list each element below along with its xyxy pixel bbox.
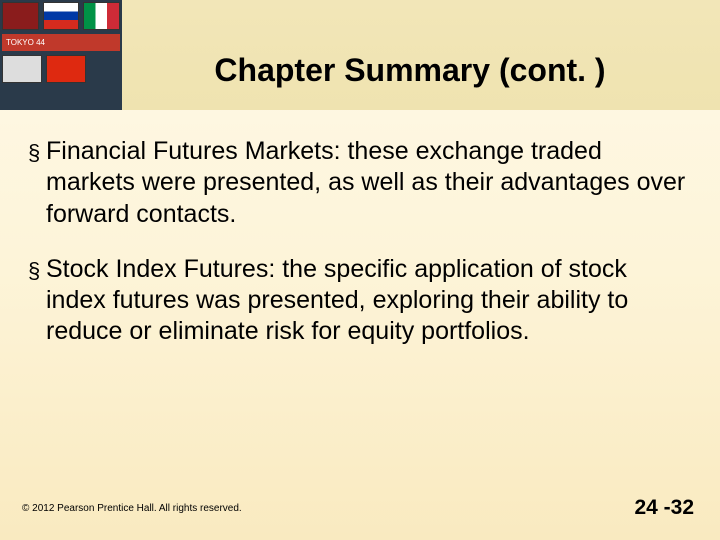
- page-number: 24 -32: [634, 496, 694, 520]
- header-band: TOKYO 44 Chapter Summary (cont. ): [0, 0, 720, 110]
- flag-icon: [83, 2, 120, 30]
- bullet-item: § Financial Futures Markets: these excha…: [28, 136, 692, 230]
- bullet-marker-icon: §: [28, 136, 42, 230]
- flag-icon: [46, 55, 86, 83]
- slide-title: Chapter Summary (cont. ): [130, 52, 690, 89]
- slide-container: TOKYO 44 Chapter Summary (cont. ) § Fina…: [0, 0, 720, 540]
- bullet-text: Stock Index Futures: the specific applic…: [42, 254, 692, 348]
- bullet-marker-icon: §: [28, 254, 42, 348]
- bullet-text: Financial Futures Markets: these exchang…: [42, 136, 692, 230]
- header-decorative-image: TOKYO 44: [0, 0, 122, 110]
- slide-content: § Financial Futures Markets: these excha…: [28, 136, 692, 372]
- flag-icon: [2, 2, 39, 30]
- copyright-text: © 2012 Pearson Prentice Hall. All rights…: [22, 503, 242, 514]
- flag-icon: [43, 2, 80, 30]
- sign-decor: TOKYO 44: [2, 34, 120, 51]
- flag-icon: [2, 55, 42, 83]
- bullet-item: § Stock Index Futures: the specific appl…: [28, 254, 692, 348]
